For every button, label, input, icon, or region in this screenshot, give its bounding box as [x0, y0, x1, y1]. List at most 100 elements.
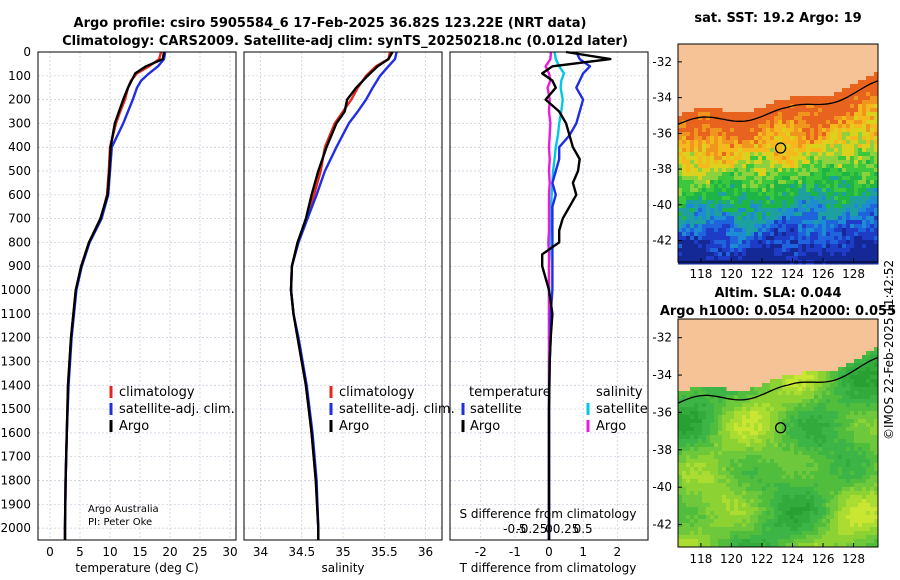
map-cell: [714, 423, 719, 428]
map-cell: [802, 208, 807, 213]
map-cell: [766, 495, 771, 500]
map-cell: [750, 136, 755, 141]
map-cell: [774, 180, 779, 185]
map-cell: [814, 507, 819, 512]
map-cell: [702, 495, 707, 500]
map-cell: [862, 232, 867, 237]
map-cell: [734, 539, 739, 544]
map-cell: [766, 475, 771, 480]
map-cell: [794, 387, 799, 392]
map-cell: [702, 184, 707, 189]
map-cell: [842, 88, 847, 93]
map-cell: [738, 467, 743, 472]
map-cell: [746, 252, 751, 257]
map-cell: [838, 124, 843, 129]
map-cell: [862, 507, 867, 512]
map-cell: [790, 527, 795, 532]
map-cell: [834, 128, 839, 133]
map-cell: [846, 120, 851, 125]
map-cell: [822, 140, 827, 145]
map-cell: [742, 535, 747, 540]
map-cell: [690, 120, 695, 125]
map-cell: [818, 527, 823, 532]
map-cell: [854, 248, 859, 253]
map-cell: [794, 224, 799, 229]
map-cell: [790, 168, 795, 173]
map-cell: [814, 511, 819, 516]
map-cell: [718, 519, 723, 524]
map-cell: [766, 499, 771, 504]
map-cell: [810, 531, 815, 536]
map-cell: [866, 543, 871, 548]
map-cell: [766, 415, 771, 420]
map-cell: [842, 120, 847, 125]
map-cell: [858, 92, 863, 97]
map-cell: [794, 483, 799, 488]
map-cell: [750, 188, 755, 193]
map-cell: [694, 188, 699, 193]
map-cell: [850, 495, 855, 500]
credit-line2: PI: Peter Oke: [88, 517, 152, 528]
map-cell: [826, 152, 831, 157]
map-cell: [722, 443, 727, 448]
map-cell: [710, 112, 715, 117]
map-cell: [854, 128, 859, 133]
map-cell: [786, 180, 791, 185]
map-cell: [770, 415, 775, 420]
map-cell: [702, 427, 707, 432]
map-cell: [754, 491, 759, 496]
map-cell: [850, 395, 855, 400]
map-cell: [850, 128, 855, 133]
map-cell: [694, 435, 699, 440]
map-cell: [774, 196, 779, 201]
map-cell: [834, 399, 839, 404]
map-cell: [802, 220, 807, 225]
map-cell: [794, 248, 799, 253]
map-cell: [702, 224, 707, 229]
map-cell: [750, 499, 755, 504]
map-cell: [714, 483, 719, 488]
map-cell: [798, 495, 803, 500]
map-cell: [854, 447, 859, 452]
map-cell: [698, 447, 703, 452]
map-cell: [822, 196, 827, 201]
map-cell: [766, 403, 771, 408]
map-cell: [858, 539, 863, 544]
map-cell: [794, 487, 799, 492]
map-ytick-label: -42: [652, 234, 672, 248]
map-cell: [714, 495, 719, 500]
map-cell: [866, 495, 871, 500]
map-cell: [834, 407, 839, 412]
map-cell: [758, 399, 763, 404]
map-cell: [862, 212, 867, 217]
map-cell: [798, 120, 803, 125]
map-cell: [734, 507, 739, 512]
map-cell: [738, 124, 743, 129]
map-cell: [838, 543, 843, 548]
map-cell: [690, 431, 695, 436]
map-cell: [862, 367, 867, 372]
map-cell: [722, 136, 727, 141]
map-cell: [826, 128, 831, 133]
map-cell: [858, 523, 863, 528]
map-cell: [762, 112, 767, 117]
map-cell: [874, 463, 879, 468]
map-cell: [714, 387, 719, 392]
map-cell: [806, 144, 811, 149]
map-cell: [726, 415, 731, 420]
map-cell: [698, 523, 703, 528]
map-cell: [734, 156, 739, 161]
map-cell: [778, 439, 783, 444]
map-cell: [818, 164, 823, 169]
map-cell: [754, 128, 759, 133]
map-cell: [830, 395, 835, 400]
map-cell: [858, 112, 863, 117]
map-cell: [738, 543, 743, 548]
map-cell: [862, 236, 867, 241]
map-cell: [694, 180, 699, 185]
map-cell: [806, 399, 811, 404]
map-cell: [802, 148, 807, 153]
map-cell: [778, 511, 783, 516]
map-cell: [874, 200, 879, 205]
map-cell: [798, 136, 803, 141]
